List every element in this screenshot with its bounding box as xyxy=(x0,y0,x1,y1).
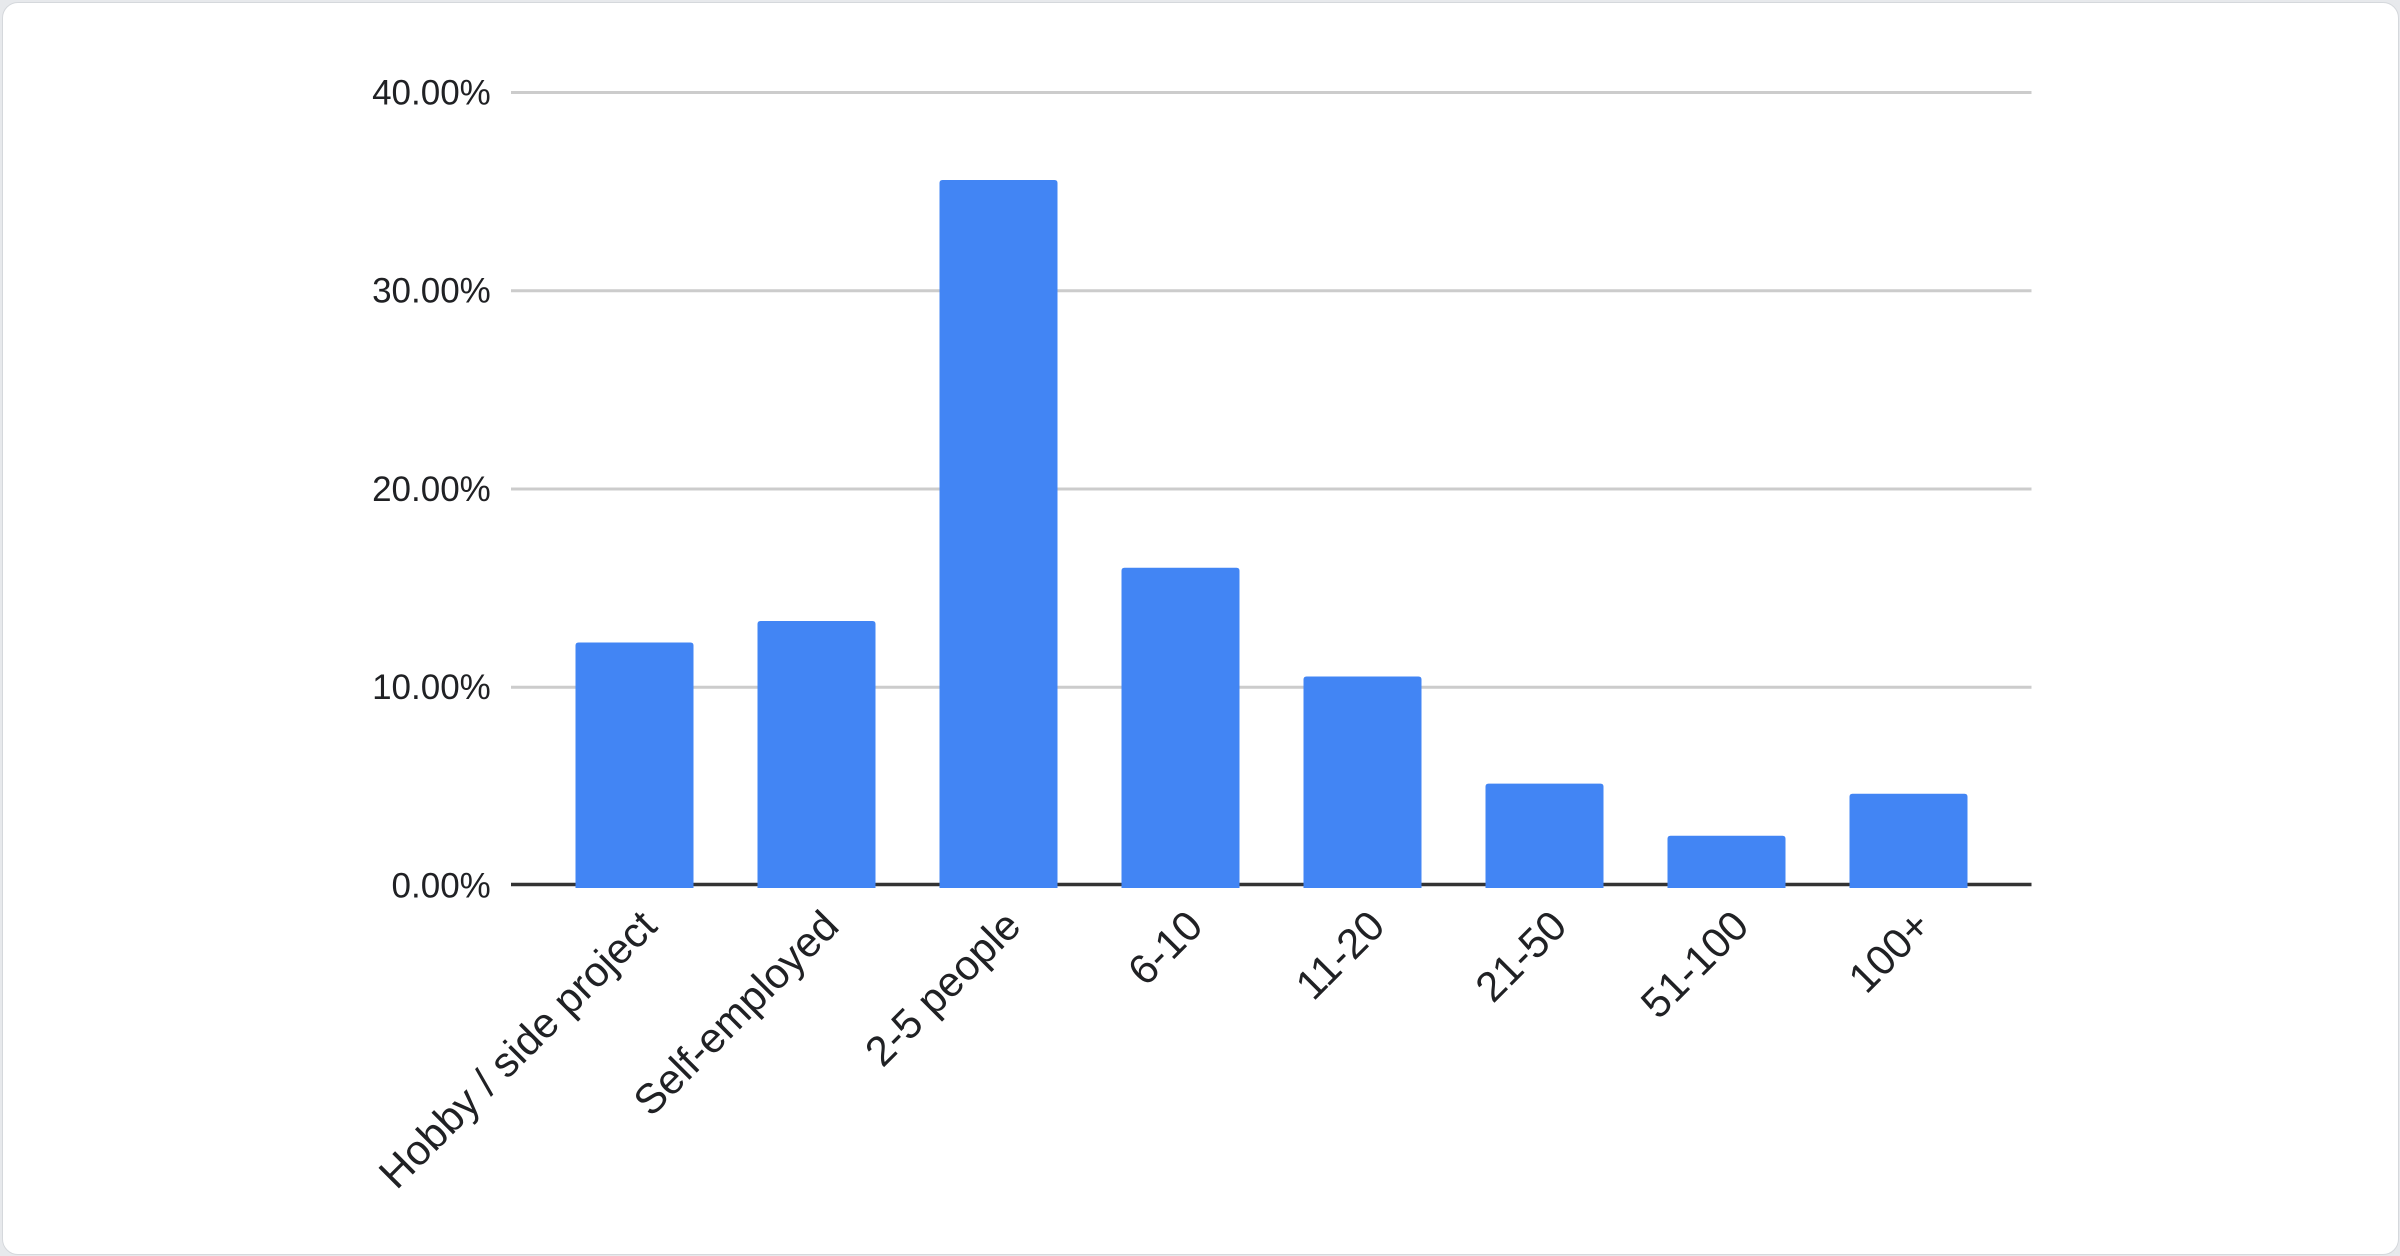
svg-text:6-10: 6-10 xyxy=(1119,901,1212,994)
svg-text:11-20: 11-20 xyxy=(1286,901,1393,1008)
svg-text:100+: 100+ xyxy=(1839,901,1939,1001)
svg-text:Hobby / side project: Hobby / side project xyxy=(370,901,666,1197)
svg-text:51-100: 51-100 xyxy=(1632,901,1758,1027)
svg-text:21-50: 21-50 xyxy=(1466,901,1575,1010)
svg-text:10.00%: 10.00% xyxy=(372,668,491,707)
svg-text:20.00%: 20.00% xyxy=(372,470,491,509)
svg-text:0.00%: 0.00% xyxy=(392,866,491,905)
svg-text:40.00%: 40.00% xyxy=(372,73,491,112)
svg-text:2-5 people: 2-5 people xyxy=(856,901,1030,1075)
svg-text:30.00%: 30.00% xyxy=(372,272,491,311)
